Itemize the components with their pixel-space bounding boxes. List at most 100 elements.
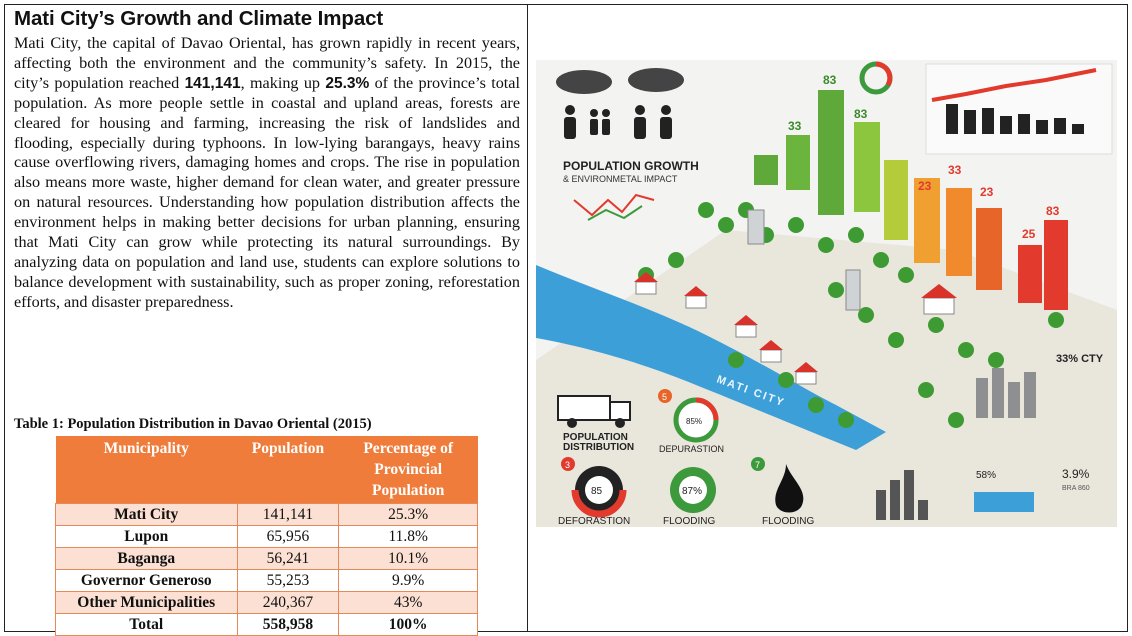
cell-municipality: Baganga <box>55 547 238 570</box>
buildings <box>976 368 1036 418</box>
donut-small-label: 85% <box>686 417 702 426</box>
small-bars <box>946 104 1084 134</box>
cell-percentage: 43% <box>338 591 478 614</box>
cell-municipality: Other Municipalities <box>55 591 238 614</box>
cell-population: 141,141 <box>236 503 340 526</box>
bar <box>1044 220 1068 310</box>
bar-label: 83 <box>823 73 837 87</box>
cell-percentage: 10.1% <box>338 547 478 570</box>
bar <box>786 135 810 190</box>
cell-total-label: Total <box>55 613 238 636</box>
bar-label: 33 <box>948 163 962 177</box>
bar <box>754 155 778 185</box>
flooding-label: FLOODING <box>663 516 715 527</box>
bar <box>976 208 1002 290</box>
bar <box>1018 245 1042 303</box>
gauge-segment <box>875 61 893 87</box>
houses <box>634 209 957 385</box>
page-frame <box>4 4 1128 632</box>
depurastion-label: DEPURASTION <box>659 444 724 454</box>
population-distribution-label-2: DISTRIBUTION <box>563 442 634 453</box>
header-municipality: Municipality <box>55 436 237 504</box>
table-row: Baganga 56,241 10.1% <box>55 547 478 570</box>
cell-percentage: 9.9% <box>338 569 478 592</box>
bar <box>854 122 880 212</box>
water-drop-icon <box>775 464 804 513</box>
bar-chart <box>754 90 1068 310</box>
cell-municipality: Lupon <box>55 525 238 548</box>
bar <box>884 160 908 240</box>
river <box>536 265 886 450</box>
bar <box>914 178 940 263</box>
bar-label: 23 <box>980 185 994 199</box>
deforestation-value: 85 <box>591 486 603 497</box>
bar-labels: 83 33 83 33 23 23 83 25 <box>788 73 1060 241</box>
deforestation-donut-segment <box>571 489 627 518</box>
table-row: Governor Generoso 55,253 9.9% <box>55 569 478 592</box>
table-header-row: Municipality Population Percentage of Pr… <box>55 436 478 504</box>
table-row: Other Municipalities 240,367 43% <box>55 591 478 614</box>
ground-plane <box>536 230 1117 527</box>
badge-7-label: 7 <box>755 460 760 470</box>
cell-percentage: 11.8% <box>338 525 478 548</box>
bar <box>818 90 844 215</box>
donut-hole <box>679 476 707 504</box>
donut-segment <box>695 397 719 421</box>
trend-line <box>587 205 643 221</box>
article-title: Mati City’s Growth and Climate Impact <box>14 7 384 30</box>
trees <box>638 202 1064 428</box>
stat-b: 3.9% <box>1062 467 1090 481</box>
cell-municipality: Governor Generoso <box>55 569 238 592</box>
infographic-subheading: & ENVIRONMETAL IMPACT <box>563 174 678 184</box>
infographic-heading: POPULATION GROWTH <box>563 159 699 173</box>
flooding-label-2: FLOODING <box>762 516 814 527</box>
badge-5 <box>658 389 672 403</box>
infographic-panel: MATI CITY POPULATION GROWTH & ENVIRONMET… <box>536 60 1117 527</box>
trend-line <box>573 193 655 217</box>
badge-7 <box>751 457 765 471</box>
cell-total-population: 558,958 <box>236 613 340 636</box>
badge-3-label: 3 <box>565 460 570 470</box>
cloud-icon <box>556 70 612 94</box>
stat-b-sub: BRA 860 <box>1062 485 1090 492</box>
bottom-bars <box>876 470 928 520</box>
line-chart-series <box>931 68 1097 102</box>
population-highlight: 141,141 <box>184 74 241 92</box>
column-divider <box>527 4 528 632</box>
bar-label: 23 <box>918 179 932 193</box>
badge-3 <box>561 457 575 471</box>
badge-5-label: 5 <box>662 392 667 402</box>
stat-a: 58% <box>976 470 996 481</box>
cell-population: 56,241 <box>236 547 340 570</box>
cell-municipality: Mati City <box>55 503 238 526</box>
table-row: Mati City 141,141 25.3% <box>55 503 478 526</box>
flooding-value: 87% <box>682 486 702 497</box>
cell-percentage: 25.3% <box>338 503 478 526</box>
table-caption: Table 1: Population Distribution in Dava… <box>14 416 372 432</box>
article-column: Mati City’s Growth and Climate Impact Ma… <box>14 7 520 313</box>
population-table: Municipality Population Percentage of Pr… <box>55 436 478 636</box>
cell-population: 65,956 <box>236 525 340 548</box>
article-paragraph: Mati City, the capital of Davao Oriental… <box>14 34 520 311</box>
donut-hole <box>585 476 613 504</box>
table-total-row: Total 558,958 100% <box>55 613 478 636</box>
cell-population: 240,367 <box>236 591 340 614</box>
bar-label: 83 <box>854 107 868 121</box>
bar <box>946 188 972 276</box>
cell-total-percentage: 100% <box>338 613 478 636</box>
population-distribution-label: POPULATION <box>563 432 628 443</box>
city-percentage: 33% CTY <box>1056 353 1104 365</box>
header-population: Population <box>237 436 339 504</box>
bar-label: 25 <box>1022 227 1036 241</box>
bar-label: 83 <box>1046 204 1060 218</box>
truck-icon <box>557 395 631 428</box>
people-icon <box>564 105 672 139</box>
percentage-highlight: 25.3% <box>325 74 370 92</box>
table-row: Lupon 65,956 11.8% <box>55 525 478 548</box>
cloud-icon <box>628 68 684 92</box>
pool-icon <box>974 492 1034 512</box>
header-percentage: Percentage of Provincial Population <box>338 436 478 504</box>
bar-label: 33 <box>788 119 802 133</box>
deforestation-label: DEFORASTION <box>558 516 630 527</box>
infographic-illustration: MATI CITY POPULATION GROWTH & ENVIRONMET… <box>536 60 1117 527</box>
